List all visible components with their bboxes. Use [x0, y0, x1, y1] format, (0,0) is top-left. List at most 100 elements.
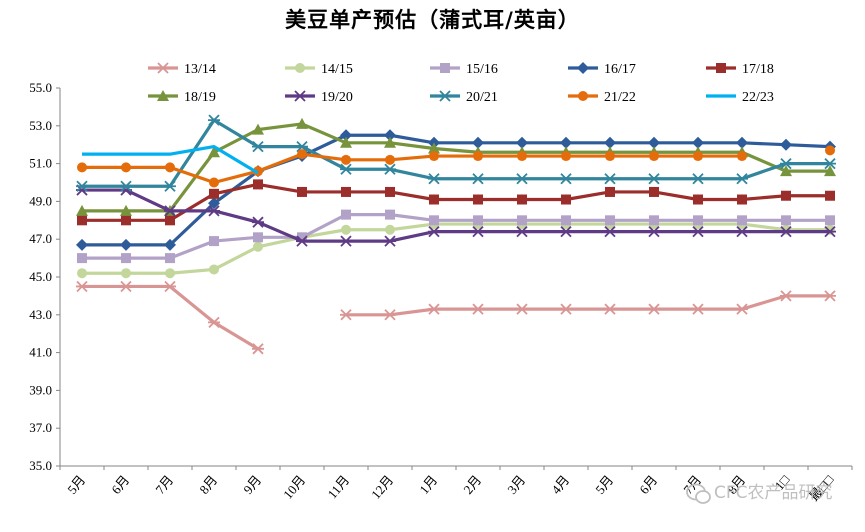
data-point: [165, 253, 175, 264]
series-18-19: [76, 117, 836, 216]
data-point: [648, 303, 660, 315]
data-point: [385, 186, 395, 197]
data-point: [384, 235, 396, 247]
data-point: [692, 136, 704, 149]
data-point: [77, 253, 87, 264]
data-point: [737, 151, 747, 162]
data-point: [209, 236, 219, 247]
data-point: [76, 204, 88, 216]
data-point: [648, 226, 660, 238]
data-point: [253, 232, 263, 243]
x-tick-label: 5月: [64, 472, 88, 497]
data-point: [560, 173, 572, 185]
data-point: [648, 173, 660, 185]
data-point: [780, 157, 792, 170]
data-point: [516, 226, 528, 238]
data-point: [429, 215, 439, 226]
legend-entry: 16/17: [568, 62, 636, 77]
data-point: [473, 151, 483, 162]
legend-marker: [440, 63, 450, 73]
series-13-14: [76, 280, 836, 355]
data-point: [693, 194, 703, 205]
data-point: [385, 224, 395, 235]
data-point: [384, 129, 396, 142]
series-line: [82, 118, 830, 188]
legend-label: 19/20: [321, 90, 353, 105]
data-point: [164, 180, 176, 192]
legend-entry: 22/23: [706, 90, 774, 105]
data-point: [780, 226, 792, 238]
legend-entry: 18/19: [148, 90, 216, 105]
series-19-20: [76, 184, 836, 247]
data-point: [385, 154, 395, 165]
x-tick-label: 3月: [504, 472, 528, 497]
y-tick-label: 47.0: [29, 231, 52, 246]
data-point: [516, 136, 528, 149]
data-point: [561, 215, 571, 226]
data-point: [340, 163, 352, 175]
data-point: [297, 186, 307, 197]
x-tick-label: 12月: [368, 472, 396, 502]
data-point: [164, 205, 176, 217]
data-point: [736, 136, 748, 149]
data-point: [824, 157, 836, 170]
data-point: [560, 226, 572, 238]
legend-marker: [577, 62, 589, 74]
data-point: [296, 140, 308, 153]
y-tick-label: 41.0: [29, 345, 52, 360]
data-point: [77, 268, 87, 279]
x-tick-label: 7月: [152, 472, 176, 497]
data-point: [825, 224, 835, 235]
legend-label: 21/22: [604, 90, 636, 105]
data-point: [428, 303, 440, 315]
data-point: [384, 163, 396, 175]
data-point: [781, 224, 791, 235]
data-point: [208, 114, 220, 126]
legend-entry: 21/22: [568, 90, 636, 105]
chart-title: 美豆单产预估（蒲式耳/英亩）: [285, 7, 580, 32]
data-point: [780, 138, 792, 151]
data-point: [737, 215, 747, 226]
data-point: [297, 232, 307, 243]
data-point: [692, 303, 704, 315]
data-point: [561, 151, 571, 162]
data-point: [560, 136, 572, 149]
y-tick-label: 35.0: [29, 458, 52, 473]
data-point: [165, 215, 175, 226]
data-point: [604, 303, 616, 315]
data-point: [121, 215, 131, 226]
data-point: [341, 209, 351, 220]
legend-marker: [157, 90, 169, 101]
data-point: [297, 149, 307, 160]
data-point: [780, 165, 792, 177]
legend-label: 20/21: [466, 90, 498, 105]
legend-label: 14/15: [321, 62, 353, 77]
legend-label: 17/18: [742, 62, 774, 77]
data-point: [428, 226, 440, 238]
data-point: [385, 209, 395, 220]
data-point: [296, 117, 308, 129]
data-point: [208, 146, 220, 158]
data-point: [208, 197, 220, 210]
data-point: [516, 173, 528, 185]
series-15-16: [77, 209, 835, 264]
data-point: [472, 303, 484, 315]
y-tick-label: 49.0: [29, 193, 52, 208]
data-point: [736, 226, 748, 238]
watermark-text: CFC农产品研究: [714, 483, 833, 503]
data-point: [693, 151, 703, 162]
data-point: [781, 190, 791, 201]
y-tick-label: 55.0: [29, 80, 52, 95]
data-point: [384, 309, 396, 321]
data-point: [736, 303, 748, 315]
data-point: [825, 145, 835, 156]
data-point: [165, 268, 175, 279]
data-point: [121, 162, 131, 173]
series-line: [82, 222, 830, 275]
data-point: [692, 226, 704, 238]
x-tick-label: 6月: [108, 472, 132, 497]
data-point: [76, 180, 88, 192]
x-tick-label: 4月: [548, 472, 572, 497]
x-tick-label: 2月: [460, 472, 484, 497]
